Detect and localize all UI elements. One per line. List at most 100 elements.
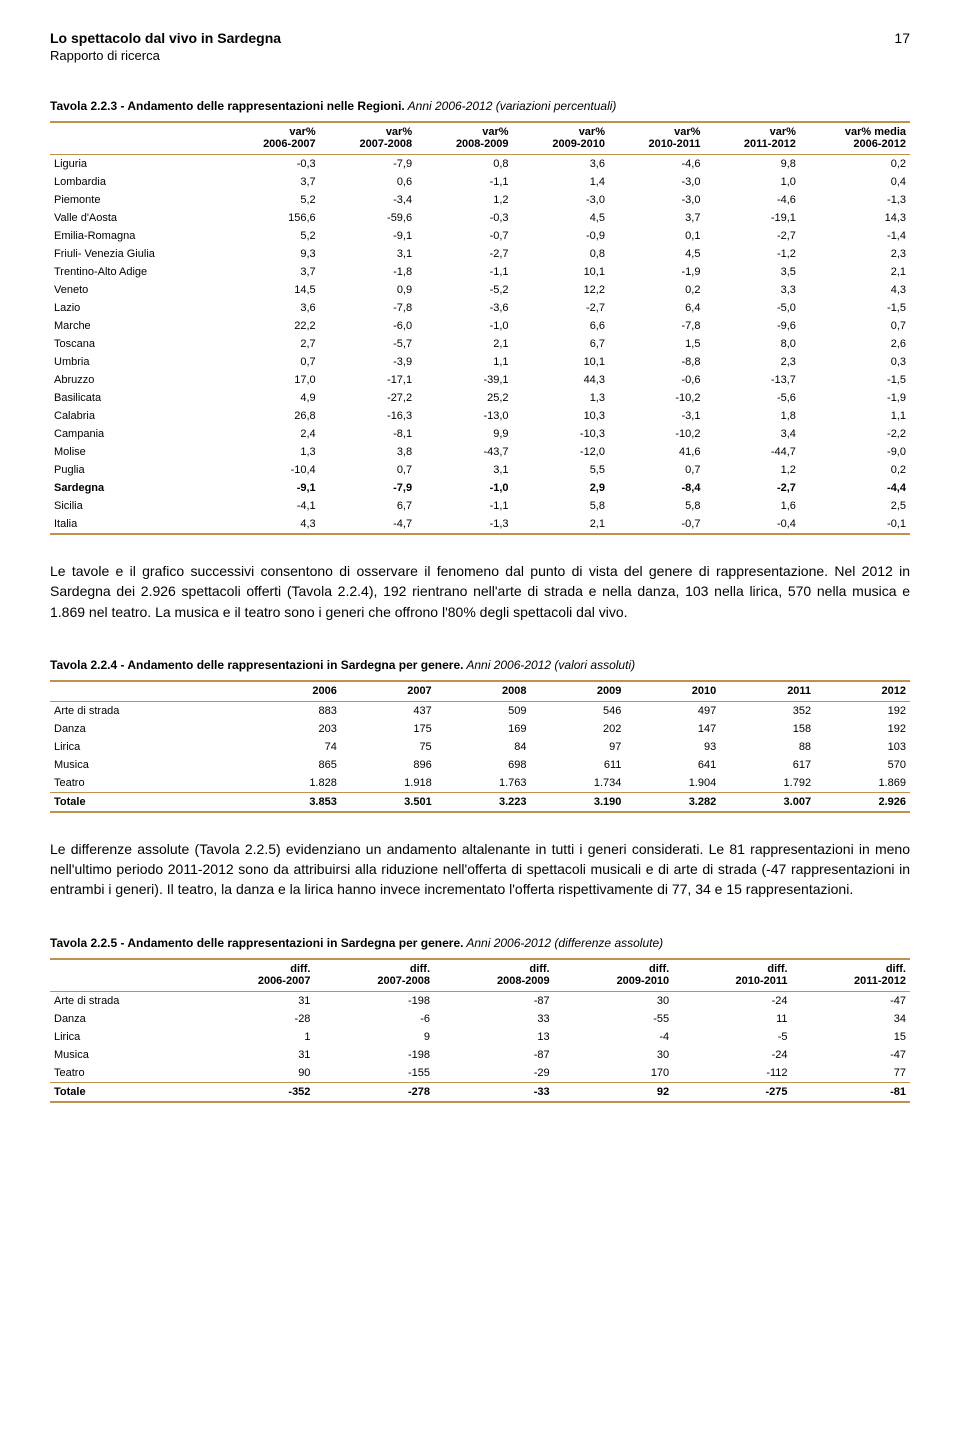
cell: 1,0 [704, 173, 799, 191]
col-header: diff.2010-2011 [673, 959, 791, 992]
table-row: Musica31-198-8730-24-47 [50, 1046, 910, 1064]
cell: -6 [314, 1010, 434, 1028]
cell: 1,3 [513, 389, 609, 407]
cell: 169 [436, 720, 531, 738]
table-row: Danza203175169202147158192 [50, 720, 910, 738]
cell: -352 [195, 1082, 315, 1102]
cell: 203 [246, 720, 341, 738]
cell: -0,4 [704, 515, 799, 534]
cell: 570 [815, 756, 910, 774]
cell: -47 [792, 991, 910, 1010]
cell: 3.282 [625, 792, 720, 812]
cell: 3,3 [704, 281, 799, 299]
cell: -13,7 [704, 371, 799, 389]
cell: 1.904 [625, 774, 720, 793]
cell: -33 [434, 1082, 554, 1102]
cell: 0,7 [609, 461, 704, 479]
cell: -8,1 [320, 425, 416, 443]
cell: Liguria [50, 155, 223, 174]
doc-subtitle: Rapporto di ricerca [50, 48, 281, 63]
cell: -5,0 [704, 299, 799, 317]
cell: -17,1 [320, 371, 416, 389]
col-header: var%2006-2007 [223, 122, 319, 155]
cell: 25,2 [416, 389, 512, 407]
col-header: diff.2009-2010 [554, 959, 674, 992]
table-row: Lazio3,6-7,8-3,6-2,76,4-5,0-1,5 [50, 299, 910, 317]
cell: 2,6 [800, 335, 910, 353]
cell: Teatro [50, 1064, 195, 1083]
table-row: Musica865896698611641617570 [50, 756, 910, 774]
cell: Veneto [50, 281, 223, 299]
col-header: 2006 [246, 681, 341, 702]
table1-caption: Tavola 2.2.3 - Andamento delle rappresen… [50, 99, 910, 113]
cell: -198 [314, 991, 434, 1010]
cell: -81 [792, 1082, 910, 1102]
cell: 13 [434, 1028, 554, 1046]
cell: -5 [673, 1028, 791, 1046]
cell: 1.763 [436, 774, 531, 793]
cell: 3,7 [609, 209, 704, 227]
cell: 192 [815, 720, 910, 738]
paragraph-2: Le differenze assolute (Tavola 2.2.5) ev… [50, 839, 910, 900]
table3: diff.2006-2007diff.2007-2008diff.2008-20… [50, 958, 910, 1103]
cell: 33 [434, 1010, 554, 1028]
cell: Musica [50, 1046, 195, 1064]
cell: 11 [673, 1010, 791, 1028]
table-row: Lirica747584979388103 [50, 738, 910, 756]
cell: -1,5 [800, 371, 910, 389]
cell: 1,8 [704, 407, 799, 425]
cell: Campania [50, 425, 223, 443]
cell: 8,0 [704, 335, 799, 353]
cell: -8,8 [609, 353, 704, 371]
cell: -10,2 [609, 425, 704, 443]
cell: 2,1 [513, 515, 609, 534]
cell: -2,7 [704, 227, 799, 245]
cell: 0,7 [223, 353, 319, 371]
cell: -112 [673, 1064, 791, 1083]
col-header [50, 681, 246, 702]
table-row: Calabria26,8-16,3-13,010,3-3,11,81,1 [50, 407, 910, 425]
cell: 12,2 [513, 281, 609, 299]
table-row: Marche22,2-6,0-1,06,6-7,8-9,60,7 [50, 317, 910, 335]
cell: 3,6 [223, 299, 319, 317]
paragraph-1: Le tavole e il grafico successivi consen… [50, 561, 910, 622]
cell: 3,4 [704, 425, 799, 443]
cell: 77 [792, 1064, 910, 1083]
cell: 2,3 [800, 245, 910, 263]
page-number: 17 [894, 30, 910, 46]
cell: 546 [531, 701, 626, 720]
table-row: Basilicata4,9-27,225,21,3-10,2-5,6-1,9 [50, 389, 910, 407]
cell: -43,7 [416, 443, 512, 461]
cell: -3,1 [609, 407, 704, 425]
col-header: 2010 [625, 681, 720, 702]
table-row: Arte di strada31-198-8730-24-47 [50, 991, 910, 1010]
cell: 9,3 [223, 245, 319, 263]
cell: 2,1 [800, 263, 910, 281]
cell: -1,1 [416, 497, 512, 515]
table-row: Molise1,33,8-43,7-12,041,6-44,7-9,0 [50, 443, 910, 461]
cell: 1.828 [246, 774, 341, 793]
cell: -0,7 [609, 515, 704, 534]
table3-caption: Tavola 2.2.5 - Andamento delle rappresen… [50, 936, 910, 950]
cell: 147 [625, 720, 720, 738]
cell: 97 [531, 738, 626, 756]
cell: 2,3 [704, 353, 799, 371]
cell: Piemonte [50, 191, 223, 209]
page-header: Lo spettacolo dal vivo in Sardegna Rappo… [50, 30, 910, 63]
table-row: Totale3.8533.5013.2233.1903.2823.0072.92… [50, 792, 910, 812]
cell: Lazio [50, 299, 223, 317]
cell: -0,6 [609, 371, 704, 389]
cell: -9,1 [320, 227, 416, 245]
cell: 2,4 [223, 425, 319, 443]
cell: 15 [792, 1028, 910, 1046]
cell: 74 [246, 738, 341, 756]
col-header: var%2011-2012 [704, 122, 799, 155]
cell: -4,6 [609, 155, 704, 174]
cell: 3,8 [320, 443, 416, 461]
cell: Lirica [50, 1028, 195, 1046]
cell: 1 [195, 1028, 315, 1046]
table-row: Teatro1.8281.9181.7631.7341.9041.7921.86… [50, 774, 910, 793]
col-header: 2011 [720, 681, 815, 702]
cell: -0,1 [800, 515, 910, 534]
cell: 3,7 [223, 263, 319, 281]
